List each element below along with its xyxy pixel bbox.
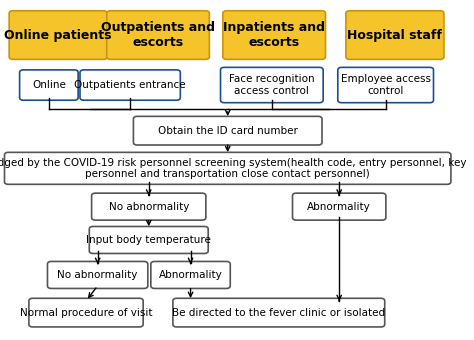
Text: Inpatients and
escorts: Inpatients and escorts <box>223 21 325 49</box>
FancyBboxPatch shape <box>133 116 322 145</box>
FancyBboxPatch shape <box>338 67 434 103</box>
Text: Input body temperature: Input body temperature <box>86 235 211 245</box>
Text: Be directed to the fever clinic or isolated: Be directed to the fever clinic or isola… <box>172 308 385 318</box>
FancyBboxPatch shape <box>220 67 323 103</box>
Text: Online: Online <box>32 80 66 90</box>
Text: Normal procedure of visit: Normal procedure of visit <box>20 308 152 318</box>
Text: Outpatients and
escorts: Outpatients and escorts <box>101 21 215 49</box>
Text: Hospital staff: Hospital staff <box>347 29 442 41</box>
FancyBboxPatch shape <box>292 193 386 220</box>
FancyBboxPatch shape <box>151 261 230 288</box>
Text: Online patients: Online patients <box>4 29 112 41</box>
Text: No abnormality: No abnormality <box>57 270 138 280</box>
FancyBboxPatch shape <box>223 11 326 60</box>
Text: Abnormality: Abnormality <box>159 270 222 280</box>
FancyBboxPatch shape <box>89 226 208 253</box>
FancyBboxPatch shape <box>80 70 180 100</box>
Text: Judged by the COVID-19 risk personnel screening system(health code, entry person: Judged by the COVID-19 risk personnel sc… <box>0 157 467 179</box>
Text: Face recognition
access control: Face recognition access control <box>229 74 315 96</box>
Text: Employee access
control: Employee access control <box>341 74 431 96</box>
Text: Obtain the ID card number: Obtain the ID card number <box>158 126 298 136</box>
Text: No abnormality: No abnormality <box>109 202 189 212</box>
Text: Outpatients entrance: Outpatients entrance <box>74 80 186 90</box>
FancyBboxPatch shape <box>107 11 210 60</box>
FancyBboxPatch shape <box>91 193 206 220</box>
FancyBboxPatch shape <box>346 11 444 60</box>
Text: Abnormality: Abnormality <box>307 202 371 212</box>
FancyBboxPatch shape <box>47 261 148 288</box>
FancyBboxPatch shape <box>29 298 143 327</box>
FancyBboxPatch shape <box>9 11 107 60</box>
FancyBboxPatch shape <box>5 152 451 184</box>
FancyBboxPatch shape <box>173 298 385 327</box>
FancyBboxPatch shape <box>19 70 78 100</box>
